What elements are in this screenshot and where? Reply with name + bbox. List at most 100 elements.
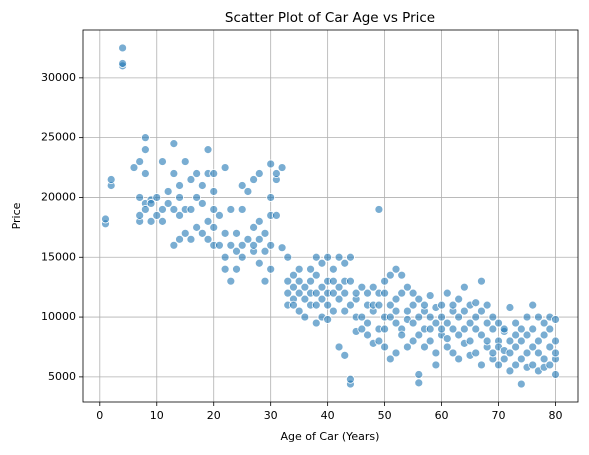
point — [534, 336, 543, 346]
point — [220, 163, 230, 172]
point — [118, 59, 127, 68]
point — [163, 199, 173, 208]
point — [534, 312, 543, 322]
point — [328, 288, 338, 298]
point — [232, 246, 241, 256]
point — [551, 315, 560, 324]
point — [363, 318, 372, 328]
point — [511, 330, 521, 340]
point — [442, 318, 452, 328]
x-tick-label: 60 — [435, 409, 449, 422]
point — [237, 240, 247, 250]
point — [397, 330, 407, 340]
point — [192, 169, 202, 178]
point — [283, 252, 293, 262]
plot-frame — [82, 29, 579, 403]
point — [528, 360, 538, 370]
point — [249, 175, 259, 184]
point — [494, 318, 503, 328]
point — [437, 324, 446, 334]
point — [311, 270, 321, 280]
point — [197, 199, 207, 208]
point — [408, 288, 418, 298]
point — [448, 348, 458, 358]
point — [175, 193, 184, 202]
point — [459, 324, 469, 334]
point — [135, 157, 145, 166]
point — [471, 348, 481, 358]
point — [408, 318, 418, 328]
point — [271, 169, 281, 178]
point — [385, 270, 395, 280]
point — [237, 181, 247, 190]
point — [488, 348, 498, 358]
point — [203, 234, 213, 244]
point — [226, 276, 236, 286]
point — [357, 324, 367, 334]
point — [266, 264, 276, 274]
point — [186, 234, 196, 244]
point — [431, 348, 441, 358]
point — [311, 288, 321, 298]
point — [243, 234, 253, 244]
point — [158, 216, 167, 226]
point — [516, 324, 526, 334]
point — [511, 360, 521, 370]
point — [408, 336, 418, 346]
point — [294, 288, 304, 298]
point — [340, 288, 350, 298]
x-tick-label: 40 — [321, 409, 335, 422]
point — [203, 216, 213, 226]
point — [101, 214, 110, 224]
point — [397, 270, 407, 280]
point — [215, 240, 224, 250]
point — [169, 205, 179, 214]
point — [499, 324, 509, 334]
point — [146, 199, 156, 208]
point — [169, 139, 179, 149]
point — [260, 246, 270, 256]
point — [363, 288, 372, 298]
y-tick-label: 15000 — [41, 250, 76, 263]
point — [323, 315, 333, 324]
point — [477, 330, 486, 340]
point — [260, 276, 270, 286]
point — [294, 306, 304, 316]
point — [357, 312, 367, 322]
point — [294, 276, 304, 286]
point — [334, 282, 344, 292]
point — [192, 222, 202, 232]
point — [539, 330, 549, 340]
point — [334, 342, 344, 352]
point — [454, 354, 464, 364]
y-tick-label: 5000 — [48, 370, 76, 383]
point — [374, 336, 384, 346]
point — [323, 252, 333, 262]
point — [431, 318, 441, 328]
point — [397, 288, 407, 298]
point — [442, 288, 452, 298]
x-tick-label: 10 — [150, 409, 164, 422]
point — [237, 252, 247, 262]
point — [454, 312, 464, 322]
point — [351, 288, 361, 298]
point — [277, 163, 287, 172]
point — [499, 354, 509, 364]
point — [283, 276, 293, 286]
point — [551, 336, 560, 346]
point — [140, 169, 150, 178]
point — [505, 366, 515, 376]
x-tick-label: 30 — [264, 409, 278, 422]
point — [328, 276, 338, 286]
point — [522, 330, 532, 340]
point — [266, 193, 276, 202]
point — [380, 324, 390, 334]
point — [254, 216, 264, 226]
point — [289, 300, 298, 310]
point — [522, 348, 532, 358]
point — [271, 211, 281, 220]
point — [186, 205, 196, 214]
point — [437, 312, 446, 322]
point — [471, 312, 481, 322]
